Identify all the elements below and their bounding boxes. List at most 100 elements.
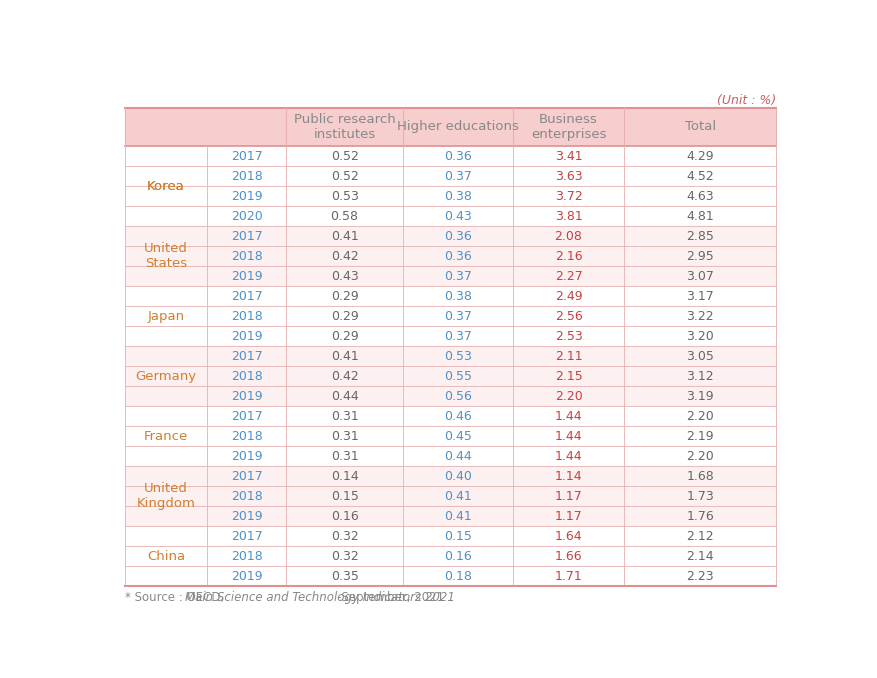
Bar [125, 266, 775, 286]
Text: 4.52: 4.52 [686, 170, 713, 182]
Text: 1.66: 1.66 [554, 550, 581, 563]
Text: 2.15: 2.15 [554, 370, 581, 383]
Text: 1.44: 1.44 [554, 410, 581, 423]
Text: 0.36: 0.36 [444, 250, 471, 262]
Text: 3.81: 3.81 [554, 210, 581, 222]
Text: 2018: 2018 [231, 310, 262, 323]
Text: 2.27: 2.27 [554, 270, 581, 283]
Text: 4.29: 4.29 [686, 150, 713, 163]
Text: 2.20: 2.20 [554, 390, 581, 403]
Bar [125, 446, 775, 466]
Bar [125, 406, 775, 426]
Text: 0.29: 0.29 [331, 330, 358, 343]
Text: 3.07: 3.07 [686, 270, 713, 283]
Text: 2.08: 2.08 [554, 230, 581, 243]
Text: 2.16: 2.16 [554, 250, 581, 262]
Bar [125, 146, 775, 166]
Bar [125, 366, 775, 386]
Text: 0.32: 0.32 [331, 550, 358, 563]
Text: 2019: 2019 [231, 390, 262, 403]
Text: 0.46: 0.46 [444, 410, 471, 423]
Text: 0.36: 0.36 [444, 230, 471, 243]
Text: 0.35: 0.35 [331, 570, 358, 583]
Text: France: France [144, 430, 188, 443]
Bar [125, 226, 775, 246]
Text: * Source : OECD,: * Source : OECD, [125, 591, 228, 604]
Text: 0.58: 0.58 [331, 210, 358, 222]
Text: 0.37: 0.37 [443, 310, 471, 323]
Text: 0.37: 0.37 [443, 170, 471, 182]
Text: 2017: 2017 [231, 410, 262, 423]
Text: 0.40: 0.40 [443, 470, 471, 483]
Text: Japan: Japan [147, 310, 184, 323]
Text: 0.31: 0.31 [331, 410, 358, 423]
Bar [125, 286, 775, 306]
Text: 2017: 2017 [231, 530, 262, 543]
Text: 3.17: 3.17 [686, 290, 713, 302]
Text: 0.15: 0.15 [443, 530, 471, 543]
Text: 0.41: 0.41 [444, 490, 471, 503]
Text: 2017: 2017 [231, 350, 262, 363]
Text: United
States: United States [144, 242, 188, 270]
Text: 3.20: 3.20 [686, 330, 713, 343]
Text: 2019: 2019 [231, 570, 262, 583]
Text: 2017: 2017 [231, 470, 262, 483]
Text: 0.16: 0.16 [331, 510, 358, 523]
Text: 0.29: 0.29 [331, 310, 358, 323]
Text: 2018: 2018 [231, 370, 262, 383]
Text: 0.41: 0.41 [331, 230, 358, 243]
Text: Main Science and Technology Indicators 2021: Main Science and Technology Indicators 2… [185, 591, 454, 604]
Text: 2019: 2019 [231, 510, 262, 523]
Bar [125, 546, 775, 566]
Text: 2.49: 2.49 [554, 290, 581, 302]
Text: 0.37: 0.37 [443, 330, 471, 343]
Text: 0.37: 0.37 [443, 270, 471, 283]
Bar [125, 346, 775, 366]
Text: 2.53: 2.53 [554, 330, 581, 343]
Text: 1.14: 1.14 [554, 470, 581, 483]
Text: 0.53: 0.53 [331, 190, 358, 203]
Text: 0.42: 0.42 [331, 370, 358, 383]
Text: 0.29: 0.29 [331, 290, 358, 302]
Text: 0.18: 0.18 [443, 570, 471, 583]
Text: 1.17: 1.17 [554, 510, 581, 523]
Text: 1.68: 1.68 [686, 470, 713, 483]
Text: 0.14: 0.14 [331, 470, 358, 483]
Text: 1.76: 1.76 [686, 510, 713, 523]
Text: 0.32: 0.32 [331, 530, 358, 543]
Text: Public research
institutes: Public research institutes [294, 113, 395, 141]
Text: 0.41: 0.41 [331, 350, 358, 363]
Text: 2019: 2019 [231, 330, 262, 343]
Bar [125, 486, 775, 506]
Bar [125, 246, 775, 266]
Text: 0.53: 0.53 [443, 350, 471, 363]
Text: United
Kingdom: United Kingdom [136, 482, 196, 511]
Text: 2019: 2019 [231, 190, 262, 203]
Text: 2018: 2018 [231, 170, 262, 182]
Text: 2.95: 2.95 [686, 250, 713, 262]
Text: 2.56: 2.56 [554, 310, 581, 323]
Text: 2.19: 2.19 [686, 430, 713, 443]
Text: 1.44: 1.44 [554, 450, 581, 463]
Text: Korea: Korea [146, 180, 184, 193]
Text: 0.42: 0.42 [331, 250, 358, 262]
Text: 3.22: 3.22 [686, 310, 713, 323]
Text: 0.52: 0.52 [331, 150, 358, 163]
Text: 1.17: 1.17 [554, 490, 581, 503]
Text: 0.44: 0.44 [444, 450, 471, 463]
Text: 2.11: 2.11 [554, 350, 581, 363]
Text: China: China [146, 550, 185, 563]
Text: 0.55: 0.55 [443, 370, 471, 383]
Text: 1.64: 1.64 [554, 530, 581, 543]
Text: 2.23: 2.23 [686, 570, 713, 583]
Text: 2.12: 2.12 [686, 530, 713, 543]
Text: 1.71: 1.71 [554, 570, 581, 583]
Bar [125, 426, 775, 446]
Text: 1.73: 1.73 [686, 490, 713, 503]
Text: 0.36: 0.36 [444, 150, 471, 163]
Text: 4.81: 4.81 [686, 210, 713, 222]
Text: 3.63: 3.63 [554, 170, 581, 182]
Text: 2018: 2018 [231, 250, 262, 262]
Text: 2019: 2019 [231, 270, 262, 283]
Text: 0.56: 0.56 [443, 390, 471, 403]
